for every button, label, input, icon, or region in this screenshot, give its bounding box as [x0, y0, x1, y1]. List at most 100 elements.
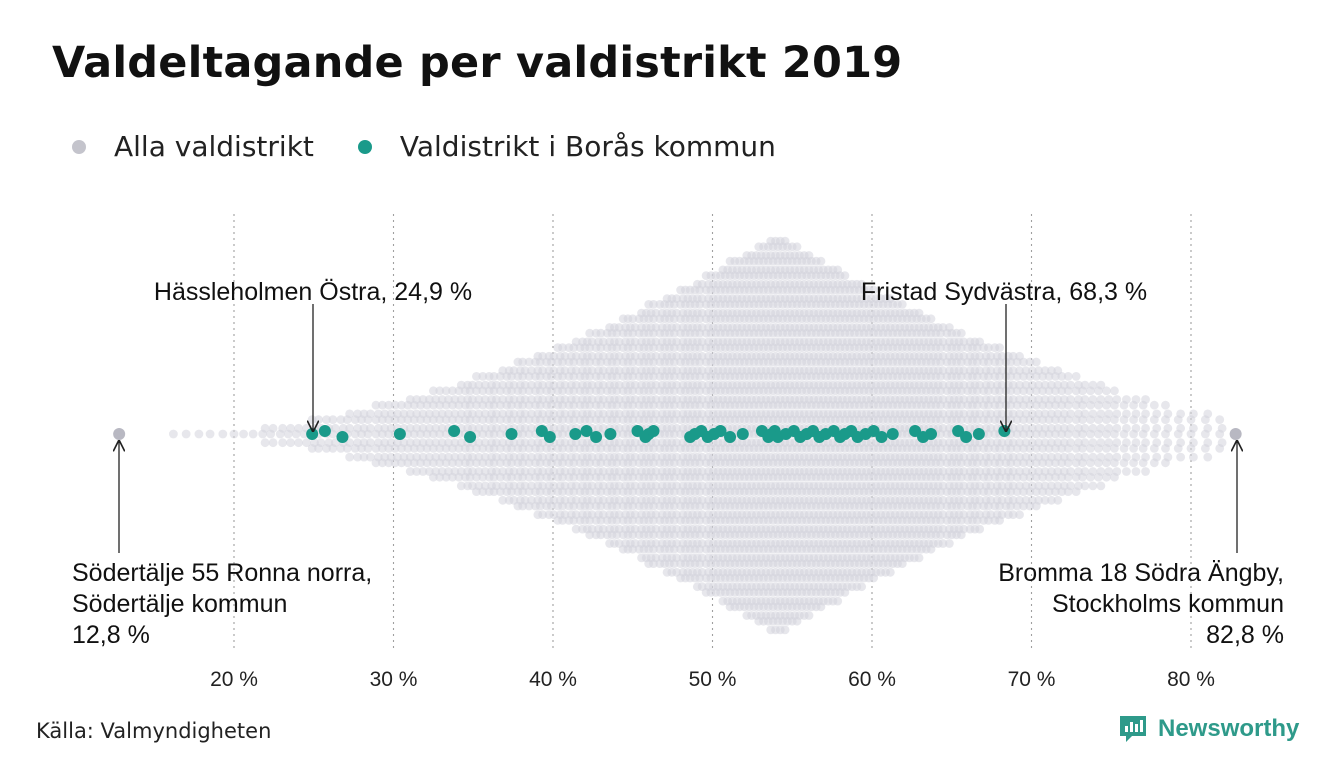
data-point-all — [409, 415, 419, 424]
data-point-all — [507, 472, 516, 482]
data-point-all — [390, 444, 400, 453]
data-point-all — [478, 444, 488, 453]
data-point-all — [1053, 495, 1063, 505]
data-point-all — [1063, 372, 1073, 381]
data-point-all — [628, 343, 638, 352]
data-point-all — [695, 472, 705, 482]
data-point-all — [1102, 400, 1111, 410]
x-tick-label: 50 % — [689, 668, 737, 691]
data-point-all — [569, 501, 579, 511]
data-point-all — [428, 444, 438, 453]
data-point-all — [371, 400, 381, 410]
data-point-all — [428, 472, 438, 482]
data-point-all — [1119, 458, 1129, 468]
brand-logo: Newsworthy — [1118, 714, 1299, 744]
data-point-all — [403, 444, 413, 453]
data-point-all — [1094, 444, 1103, 453]
data-point-all — [1063, 487, 1073, 496]
data-point-all — [944, 539, 954, 548]
data-point-all — [669, 343, 679, 352]
data-point-all — [428, 458, 438, 468]
data-point-all — [422, 458, 432, 468]
data-point-all — [1161, 429, 1170, 439]
data-point-all — [345, 452, 355, 462]
data-point-all — [1078, 458, 1087, 468]
data-point-all — [371, 458, 381, 468]
data-point-all — [390, 415, 400, 424]
data-point-all — [669, 415, 679, 424]
data-point-all — [409, 444, 419, 453]
data-point-extreme — [1229, 428, 1242, 440]
data-point-all — [507, 444, 516, 453]
data-point-all — [558, 343, 567, 352]
data-point-all — [448, 415, 457, 424]
data-point-all — [495, 372, 505, 381]
data-point-all — [695, 501, 705, 511]
data-point-all — [569, 472, 579, 482]
source-note: Källa: Valmyndigheten — [36, 719, 272, 743]
data-point-all — [571, 524, 581, 534]
data-point-all — [926, 314, 936, 324]
data-point-all — [454, 415, 464, 424]
data-point-all — [649, 530, 658, 540]
legend-marker-all — [72, 139, 86, 154]
data-point-all — [1119, 400, 1129, 410]
data-point-all — [995, 343, 1004, 352]
data-point-all — [314, 444, 323, 453]
data-point-all — [1102, 472, 1111, 482]
data-point-all — [507, 400, 516, 410]
legend-item-all: Alla valdistrikt — [72, 130, 314, 163]
data-point-all — [535, 444, 545, 453]
data-point-all — [1096, 481, 1106, 491]
data-point-all — [1141, 467, 1150, 476]
data-point-all — [695, 573, 705, 583]
data-point-all — [1138, 444, 1148, 453]
x-tick-label: 30 % — [370, 668, 418, 691]
data-point-all — [507, 415, 516, 424]
annotation-label: Stockholms kommun — [1052, 590, 1284, 618]
data-point-all — [260, 438, 270, 448]
data-point-all — [518, 487, 528, 496]
x-tick-label: 70 % — [1008, 668, 1056, 691]
data-point-all — [441, 444, 451, 453]
data-point-all — [1078, 444, 1087, 453]
data-point-all — [695, 357, 705, 367]
data-point-all — [518, 444, 528, 453]
data-point-all — [1086, 415, 1095, 424]
data-point-all — [384, 400, 394, 410]
data-point-all — [869, 573, 878, 583]
data-point-all — [518, 372, 528, 381]
data-point-all — [547, 472, 556, 482]
data-point-all — [472, 372, 481, 381]
data-point-all — [314, 415, 323, 424]
data-point-all — [435, 415, 445, 424]
data-point-all — [495, 487, 505, 496]
chart-legend: Alla valdistrikt Valdistrikt i Borås kom… — [72, 130, 820, 163]
data-point-all — [416, 415, 426, 424]
data-point-all — [229, 429, 239, 439]
data-point-all — [416, 458, 426, 468]
data-point-all — [465, 400, 475, 410]
data-point-all — [1110, 415, 1119, 424]
data-point-all — [342, 444, 352, 453]
data-point-all — [669, 458, 679, 468]
data-point-all — [454, 458, 464, 468]
data-point-all — [495, 415, 505, 424]
data-point-all — [291, 429, 301, 439]
data-point-boras — [960, 431, 973, 443]
data-point-all — [1138, 415, 1148, 424]
data-point-all — [328, 415, 338, 424]
data-point-all — [547, 415, 556, 424]
data-point-all — [478, 372, 488, 381]
data-point-all — [547, 357, 556, 367]
data-point-all — [585, 530, 595, 540]
data-point-all — [397, 458, 406, 468]
annotation-label: 12,8 % — [72, 621, 150, 649]
data-point-all — [649, 400, 658, 410]
data-point-all — [1138, 429, 1148, 439]
data-point-all — [422, 415, 432, 424]
data-point-all — [350, 444, 360, 453]
data-point-all — [524, 357, 534, 367]
data-point-all — [569, 386, 579, 396]
data-point-all — [1015, 510, 1024, 520]
